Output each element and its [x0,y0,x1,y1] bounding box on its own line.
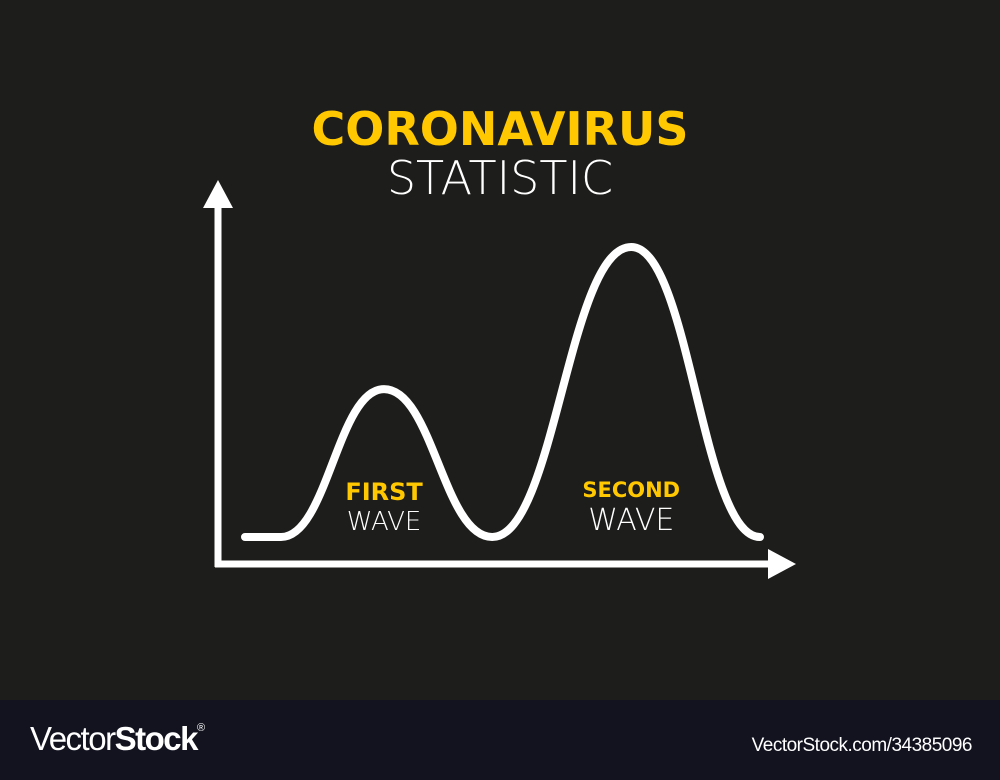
annotation-second-wave: SECOND WAVE [582,478,680,538]
series-line [241,243,764,541]
y-axis-arrow-icon [203,180,233,208]
vectorstock-logo: VectorStock® [30,720,205,758]
annotation-light: WAVE [347,507,422,537]
annotation-bold: FIRST [345,478,423,506]
registered-mark: ® [196,722,205,734]
x-axis-arrow-icon [768,549,796,579]
logo-bold: Stock [114,720,199,757]
footer-bar: VectorStock® VectorStock.com/34385096 [0,700,1000,780]
chart-title: CORONAVIRUS [312,102,689,156]
chart: CORONAVIRUS STATISTIC FIRST WAVE SECOND … [203,102,796,579]
chart-subtitle: STATISTIC [387,151,613,205]
annotation-light: WAVE [588,503,674,538]
annotation-first-wave: FIRST WAVE [345,478,423,537]
image-id: VectorStock.com/34385096 [751,735,973,756]
annotation-bold: SECOND [582,478,680,502]
logo-thin: Vector [30,720,116,757]
